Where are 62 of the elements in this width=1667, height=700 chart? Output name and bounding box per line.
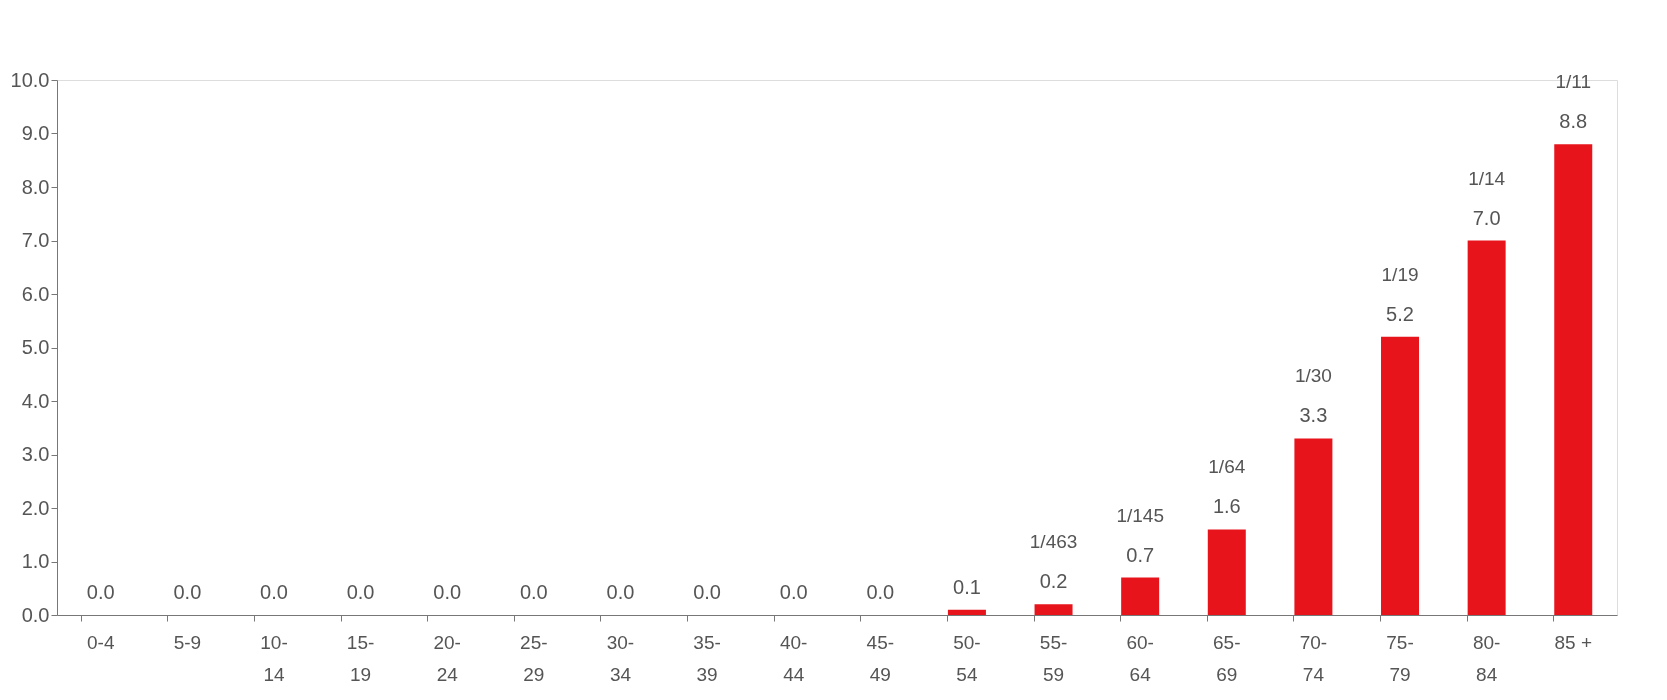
bar [1381,336,1420,615]
x-tick-label: 35-39 [693,631,721,685]
annotation: 1/463 [1029,531,1078,553]
y-tick-label: 8.0 [21,175,50,198]
bar [1554,144,1593,615]
annotation: 1/30 [1294,365,1332,387]
data-label: 0.0 [519,581,548,603]
data-label: 0.0 [346,581,375,603]
annotation: 1/145 [1116,504,1164,526]
data-label: 0.1 [953,575,981,598]
data-label: 0.0 [433,581,462,603]
data-label: 0.2 [1039,570,1068,593]
data-label: 5.2 [1386,302,1414,325]
x-tick-label: 80-84 [1472,631,1501,685]
x-tick-label: 5-9 [173,631,202,653]
annotation: 1/19 [1381,263,1419,285]
y-tick-label: 1.0 [21,550,50,572]
data-label: 0.0 [779,581,808,603]
bar [1034,604,1073,615]
y-tick-label: 9.0 [21,122,50,144]
x-tick-label: 20-24 [433,631,461,685]
x-tick-label: 0-4 [87,631,115,653]
x-tick-label: 85 + [1554,631,1593,653]
data-label: 1.6 [1212,495,1241,518]
x-tick-label: 50-54 [953,631,981,685]
x-tick-label: 55-59 [1039,631,1068,685]
annotation: 1/11 [1555,71,1592,93]
bar [1294,438,1333,615]
bar [1467,240,1506,615]
data-label: 0.7 [1126,543,1155,566]
y-tick-label: 4.0 [21,389,50,412]
data-label: 3.3 [1299,404,1328,427]
data-label: 0.0 [866,581,895,603]
bar [947,609,986,615]
y-tick-label: 2.0 [21,496,50,519]
bar [1207,529,1246,615]
x-tick-label: 45-49 [866,631,895,685]
data-label: 0.0 [260,581,288,603]
x-tick-label: 40-44 [779,631,808,685]
y-tick-label: 7.0 [21,229,50,251]
y-tick-label: 3.0 [21,443,50,465]
x-tick-label: 30-34 [606,631,635,685]
data-label: 0.0 [606,581,635,603]
annotation: 1/14 [1468,167,1506,189]
x-tick-label: 15-19 [346,631,375,685]
y-tick-label: 0.0 [21,603,50,626]
y-tick-label: 5.0 [21,336,50,358]
x-tick-label: 25-29 [520,631,548,685]
x-tick-label: 10-14 [260,631,288,685]
x-tick-label: 60-64 [1126,631,1154,685]
data-label: 0.0 [693,581,721,603]
x-tick-label: 75-79 [1386,631,1414,685]
data-label: 0.0 [173,581,202,603]
bar [1121,577,1160,615]
data-label: 8.8 [1559,110,1588,133]
y-tick-label: 6.0 [21,282,50,305]
x-tick-label: 65-69 [1213,631,1241,685]
data-label: 7.0 [1472,206,1501,229]
x-tick-label: 70-74 [1299,631,1328,685]
y-tick-label: 10.0 [10,68,50,91]
annotation: 1/64 [1208,456,1246,478]
data-label: 0.0 [86,581,115,603]
